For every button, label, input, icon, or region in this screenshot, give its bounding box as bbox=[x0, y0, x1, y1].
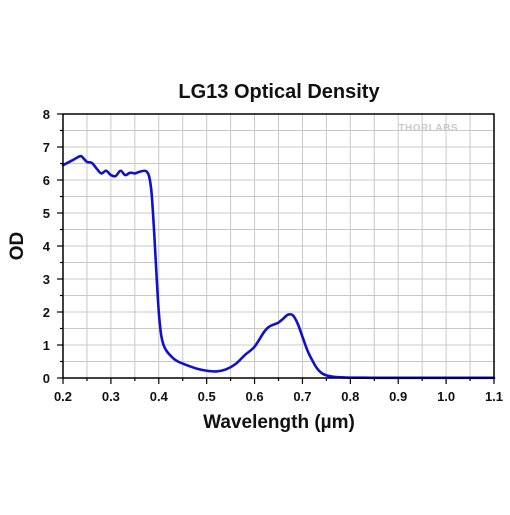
x-tick-label: 0.5 bbox=[198, 389, 216, 404]
x-tick-labels: 0.2 0.3 0.4 0.5 0.6 0.7 0.8 0.9 1.0 1.1 bbox=[54, 389, 503, 404]
y-tick-label: 7 bbox=[43, 140, 50, 155]
y-tick-labels: 0 1 2 3 4 5 6 7 8 bbox=[43, 107, 51, 386]
chart-title: LG13 Optical Density bbox=[178, 81, 380, 103]
y-tick-label: 2 bbox=[43, 305, 50, 320]
x-tick-label: 0.9 bbox=[389, 389, 407, 404]
x-tick-label: 1.0 bbox=[437, 389, 455, 404]
y-tick-label: 1 bbox=[43, 338, 50, 353]
y-tick-label: 4 bbox=[43, 239, 51, 254]
x-tick-label: 0.3 bbox=[102, 389, 120, 404]
y-tick-label: 5 bbox=[43, 206, 50, 221]
x-axis-label: Wavelength (µm) bbox=[203, 412, 355, 433]
x-tick-label: 0.7 bbox=[293, 389, 311, 404]
x-tick-label: 0.4 bbox=[150, 389, 169, 404]
series-layer bbox=[61, 154, 496, 380]
y-tick-label: 0 bbox=[43, 371, 50, 386]
x-tick-label: 0.2 bbox=[54, 389, 72, 404]
x-tick-label: 0.8 bbox=[341, 389, 359, 404]
x-tick-label: 1.1 bbox=[485, 389, 503, 404]
axis-ticks bbox=[57, 113, 495, 384]
thorlabs-watermark: THORLABS bbox=[398, 123, 458, 134]
y-axis-label: OD bbox=[7, 232, 28, 261]
grid-lines bbox=[63, 114, 494, 378]
y-tick-label: 6 bbox=[43, 173, 50, 188]
od-series-line bbox=[61, 154, 496, 380]
x-tick-label: 0.6 bbox=[246, 389, 264, 404]
y-tick-label: 3 bbox=[43, 272, 50, 287]
y-tick-label: 8 bbox=[43, 107, 50, 122]
